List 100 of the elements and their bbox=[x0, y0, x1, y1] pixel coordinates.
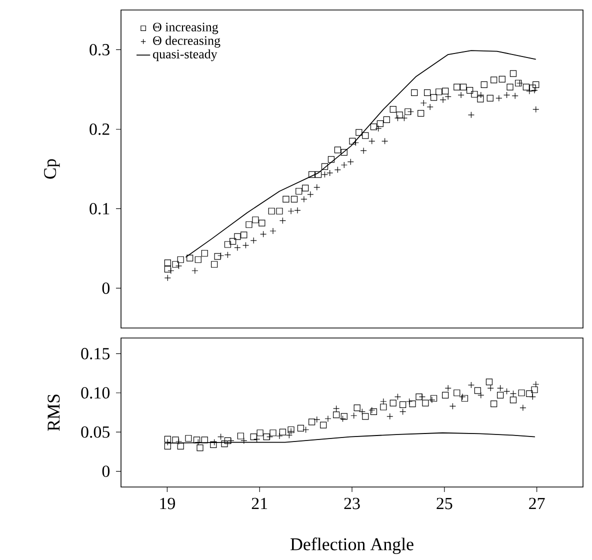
y-tick-label: 0.15 bbox=[81, 348, 110, 360]
point bbox=[522, 84, 530, 90]
point bbox=[196, 444, 204, 452]
point bbox=[224, 437, 232, 444]
point bbox=[279, 428, 286, 436]
point bbox=[290, 196, 298, 202]
point bbox=[250, 433, 257, 440]
point bbox=[334, 146, 341, 154]
point bbox=[442, 392, 449, 399]
point bbox=[314, 171, 322, 178]
point bbox=[172, 261, 179, 268]
point bbox=[532, 81, 540, 88]
x-tick-label: 25 bbox=[436, 498, 452, 510]
point bbox=[490, 400, 498, 408]
point bbox=[497, 392, 504, 399]
point bbox=[526, 390, 533, 397]
point bbox=[471, 90, 478, 98]
point bbox=[362, 413, 369, 420]
x-tick-label: 19 bbox=[160, 498, 175, 510]
point bbox=[390, 106, 396, 113]
point bbox=[172, 436, 179, 444]
point bbox=[230, 238, 236, 245]
y-tick-label: 0.05 bbox=[81, 426, 110, 438]
point bbox=[460, 84, 467, 90]
point bbox=[498, 76, 506, 82]
point bbox=[454, 84, 460, 90]
point bbox=[340, 413, 348, 420]
point bbox=[474, 387, 481, 394]
point bbox=[193, 436, 200, 444]
point bbox=[383, 116, 390, 123]
point bbox=[297, 424, 304, 432]
point bbox=[422, 400, 429, 406]
point bbox=[164, 442, 171, 450]
point bbox=[276, 208, 283, 214]
point bbox=[529, 84, 536, 92]
point bbox=[201, 436, 208, 444]
point bbox=[270, 430, 276, 436]
point bbox=[436, 88, 442, 96]
point bbox=[321, 163, 328, 170]
point bbox=[486, 94, 494, 102]
point bbox=[194, 256, 202, 263]
point bbox=[340, 148, 348, 156]
point bbox=[370, 124, 378, 130]
y-axis-title: RMS bbox=[48, 394, 60, 431]
point bbox=[480, 81, 488, 88]
point bbox=[234, 233, 241, 240]
y-tick-label: 0 bbox=[102, 466, 110, 478]
legend-label: Θ decreasing bbox=[153, 36, 220, 48]
point bbox=[263, 433, 270, 440]
point bbox=[486, 378, 493, 386]
point bbox=[442, 88, 449, 94]
point bbox=[477, 96, 484, 102]
point bbox=[288, 426, 294, 434]
point bbox=[510, 70, 517, 77]
point bbox=[186, 254, 194, 262]
point bbox=[201, 250, 208, 257]
y-tick-label: 0.3 bbox=[90, 44, 110, 56]
point bbox=[370, 408, 378, 416]
point bbox=[424, 89, 431, 96]
legend-label: Θ increasing bbox=[153, 22, 218, 34]
point bbox=[506, 84, 514, 90]
point bbox=[258, 220, 266, 226]
point bbox=[531, 386, 538, 394]
point bbox=[466, 86, 474, 94]
point bbox=[308, 171, 316, 178]
point bbox=[221, 440, 228, 448]
point bbox=[302, 184, 309, 192]
point bbox=[308, 418, 316, 426]
point bbox=[252, 216, 259, 224]
x-tick-label: 23 bbox=[344, 498, 360, 510]
point bbox=[282, 196, 290, 202]
point bbox=[354, 404, 360, 412]
point bbox=[409, 400, 416, 408]
point bbox=[518, 390, 525, 396]
point bbox=[320, 422, 327, 428]
x-tick-label: 27 bbox=[529, 498, 545, 510]
y-tick-label: 0 bbox=[102, 282, 110, 294]
point bbox=[411, 89, 418, 96]
point bbox=[430, 395, 438, 402]
point bbox=[390, 400, 396, 406]
point bbox=[224, 241, 232, 248]
point bbox=[164, 266, 171, 272]
point bbox=[240, 232, 248, 238]
point bbox=[404, 108, 412, 116]
point bbox=[237, 432, 244, 440]
point bbox=[177, 256, 184, 263]
point bbox=[211, 261, 218, 268]
point bbox=[328, 156, 335, 163]
legend-label: quasi-steady bbox=[153, 49, 218, 62]
y-tick-label: 0.1 bbox=[90, 202, 110, 214]
point bbox=[268, 208, 275, 214]
point bbox=[333, 412, 340, 418]
point bbox=[164, 259, 171, 266]
point bbox=[349, 138, 356, 144]
point bbox=[418, 110, 424, 117]
point bbox=[296, 188, 302, 195]
point bbox=[454, 390, 460, 396]
point bbox=[246, 221, 252, 228]
point bbox=[214, 253, 221, 260]
point bbox=[362, 132, 369, 139]
